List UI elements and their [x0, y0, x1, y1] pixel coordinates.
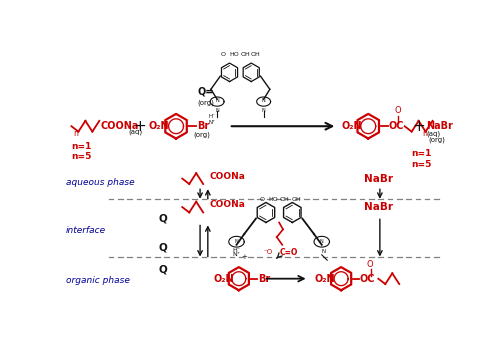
Text: interface: interface	[66, 226, 106, 235]
Text: COONa: COONa	[101, 121, 139, 131]
Text: Q: Q	[159, 264, 167, 274]
Text: NaBr: NaBr	[364, 202, 393, 212]
Text: Br: Br	[197, 121, 209, 131]
Text: (aq): (aq)	[129, 129, 143, 135]
Text: H⁻: H⁻	[208, 113, 215, 119]
Text: N: N	[320, 239, 324, 244]
Text: C=O: C=O	[279, 248, 298, 257]
Text: N: N	[262, 108, 265, 113]
Text: N: N	[215, 98, 219, 102]
Text: OC: OC	[360, 274, 375, 284]
Text: O₂N: O₂N	[341, 121, 362, 131]
Text: organic phase: organic phase	[66, 276, 130, 285]
Text: COONa: COONa	[209, 172, 245, 181]
Text: NaBr: NaBr	[426, 121, 453, 131]
Text: OH: OH	[251, 52, 261, 57]
Text: Q=: Q=	[198, 86, 214, 97]
Text: O: O	[395, 107, 401, 116]
Text: +: +	[412, 119, 425, 134]
Text: Q: Q	[159, 243, 167, 253]
Text: (org): (org)	[198, 99, 215, 106]
Text: N: N	[322, 249, 326, 254]
Text: n=1
n=5: n=1 n=5	[72, 142, 92, 161]
Text: N⁺: N⁺	[233, 252, 241, 257]
Text: n=1
n=5: n=1 n=5	[411, 149, 431, 169]
Text: n: n	[73, 129, 78, 138]
Text: (org): (org)	[193, 131, 210, 138]
Text: N⁺: N⁺	[208, 120, 215, 125]
Text: OH: OH	[280, 197, 289, 202]
Text: (org): (org)	[429, 137, 446, 143]
Text: N: N	[262, 98, 265, 102]
Text: Q: Q	[159, 213, 167, 224]
Text: (aq): (aq)	[426, 130, 440, 137]
Text: ⁻O: ⁻O	[264, 249, 273, 255]
Text: O₂N: O₂N	[149, 121, 169, 131]
Text: +: +	[242, 254, 247, 260]
Text: H⁻: H⁻	[233, 247, 241, 253]
Text: HO: HO	[229, 52, 239, 57]
Text: Br: Br	[258, 274, 270, 284]
Text: N: N	[215, 108, 219, 113]
Text: O: O	[221, 52, 226, 57]
Text: O: O	[366, 260, 373, 269]
Text: OC: OC	[388, 121, 404, 131]
Text: aqueous phase: aqueous phase	[66, 178, 135, 187]
Text: +: +	[133, 119, 146, 134]
Text: OH: OH	[291, 197, 301, 202]
Text: NaBr: NaBr	[364, 174, 393, 184]
Text: OH: OH	[240, 52, 250, 57]
Text: N: N	[235, 239, 239, 244]
Text: O₂N: O₂N	[213, 274, 234, 284]
Text: HO: HO	[269, 197, 279, 202]
Text: O: O	[259, 197, 264, 202]
Text: n: n	[422, 129, 427, 138]
Text: COONa: COONa	[209, 200, 245, 209]
Text: O₂N: O₂N	[314, 274, 334, 284]
